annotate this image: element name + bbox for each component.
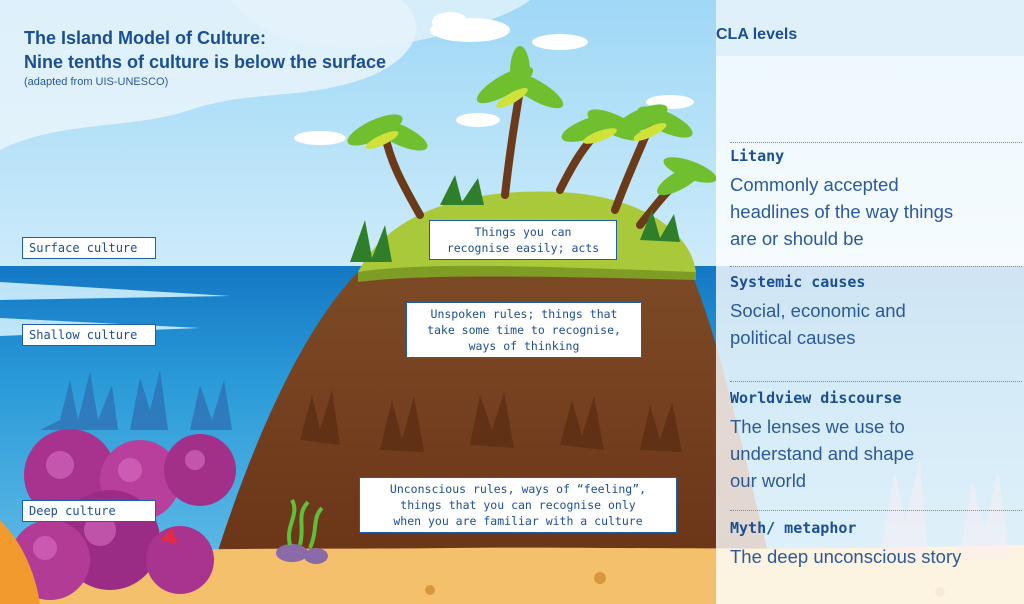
layer-tag-surface: Surface culture <box>22 237 156 259</box>
layer-tag-shallow: Shallow culture <box>22 324 156 346</box>
cla-level-litany: Litany Commonly accepted headlines of th… <box>730 147 1020 252</box>
cla-level-desc-line: understand and shape <box>730 443 915 464</box>
cla-panel-title: CLA levels <box>716 26 798 43</box>
note-shallow: Unspoken rules; things that take some ti… <box>406 302 642 358</box>
note-surface: Things you can recognise easily; acts <box>429 220 617 260</box>
cla-level-myth-metaphor: Myth/ metaphor The deep unconscious stor… <box>730 519 1020 570</box>
cla-level-desc-line: our world <box>730 470 807 491</box>
cla-panel-header: CLA levels <box>716 0 1024 56</box>
cla-panel-background <box>716 56 1024 604</box>
divider <box>730 266 1022 267</box>
cla-level-desc-line: political causes <box>730 327 856 348</box>
palm-leaf-highlights <box>365 88 667 149</box>
island-coral-pattern <box>300 390 682 452</box>
sea-light-streaks <box>0 282 230 336</box>
note-shallow-line: Unspoken rules; things that <box>430 307 618 321</box>
diagram-title-line-2: Nine tenths of culture is below the surf… <box>24 52 387 72</box>
cla-level-name: Worldview discourse <box>730 389 902 407</box>
layer-tag-deep: Deep culture <box>22 500 156 522</box>
cla-level-desc-line: headlines of the way things <box>730 201 954 222</box>
cla-level-name: Litany <box>730 147 785 165</box>
cla-level-desc-line: Commonly accepted <box>730 174 899 195</box>
cla-level-worldview-discourse: Worldview discourse The lenses we use to… <box>730 389 1020 494</box>
cla-level-name: Systemic causes <box>730 273 866 291</box>
cla-level-desc-line: Social, economic and <box>730 300 906 321</box>
rocks <box>276 544 328 564</box>
note-surface-line: recognise easily; acts <box>446 241 600 255</box>
small-clouds <box>294 12 694 145</box>
cla-panel: CLA levels Litany Commonly accepted head… <box>716 0 1024 604</box>
cla-level-desc-line: The lenses we use to <box>730 416 905 437</box>
cla-level-desc-line: The deep unconscious story <box>730 546 962 567</box>
red-coral <box>160 528 178 545</box>
note-deep: Unconscious rules, ways of “feeling”, th… <box>359 477 677 533</box>
diagram-title-block: The Island Model of Culture: Nine tenths… <box>24 26 386 88</box>
diagram-title-line-1: The Island Model of Culture: <box>24 28 266 48</box>
note-surface-line: Things you can <box>474 225 572 239</box>
divider <box>730 510 1022 511</box>
bushes <box>350 175 680 262</box>
divider <box>730 142 1022 143</box>
cla-level-name: Myth/ metaphor <box>730 519 857 537</box>
grass-edge <box>358 265 696 282</box>
coral-texture <box>33 450 205 560</box>
divider <box>730 381 1022 382</box>
note-deep-line: things that you can recognise only <box>400 498 636 512</box>
background-coral <box>40 370 232 430</box>
cla-level-desc-line: are or should be <box>730 228 864 249</box>
note-shallow-line: ways of thinking <box>468 339 580 353</box>
palm-leaves <box>347 46 717 196</box>
note-deep-line: Unconscious rules, ways of “feeling”, <box>389 482 647 496</box>
seaweed <box>286 499 324 549</box>
cloud-wisp <box>230 0 530 48</box>
cla-level-systemic-causes: Systemic causes Social, economic and pol… <box>730 273 1020 351</box>
note-shallow-line: take some time to recognise, <box>427 323 621 337</box>
orange-coral <box>0 520 40 604</box>
note-deep-line: when you are familiar with a culture <box>393 514 643 528</box>
diagram-subtitle: (adapted from UIS-UNESCO) <box>24 76 169 88</box>
